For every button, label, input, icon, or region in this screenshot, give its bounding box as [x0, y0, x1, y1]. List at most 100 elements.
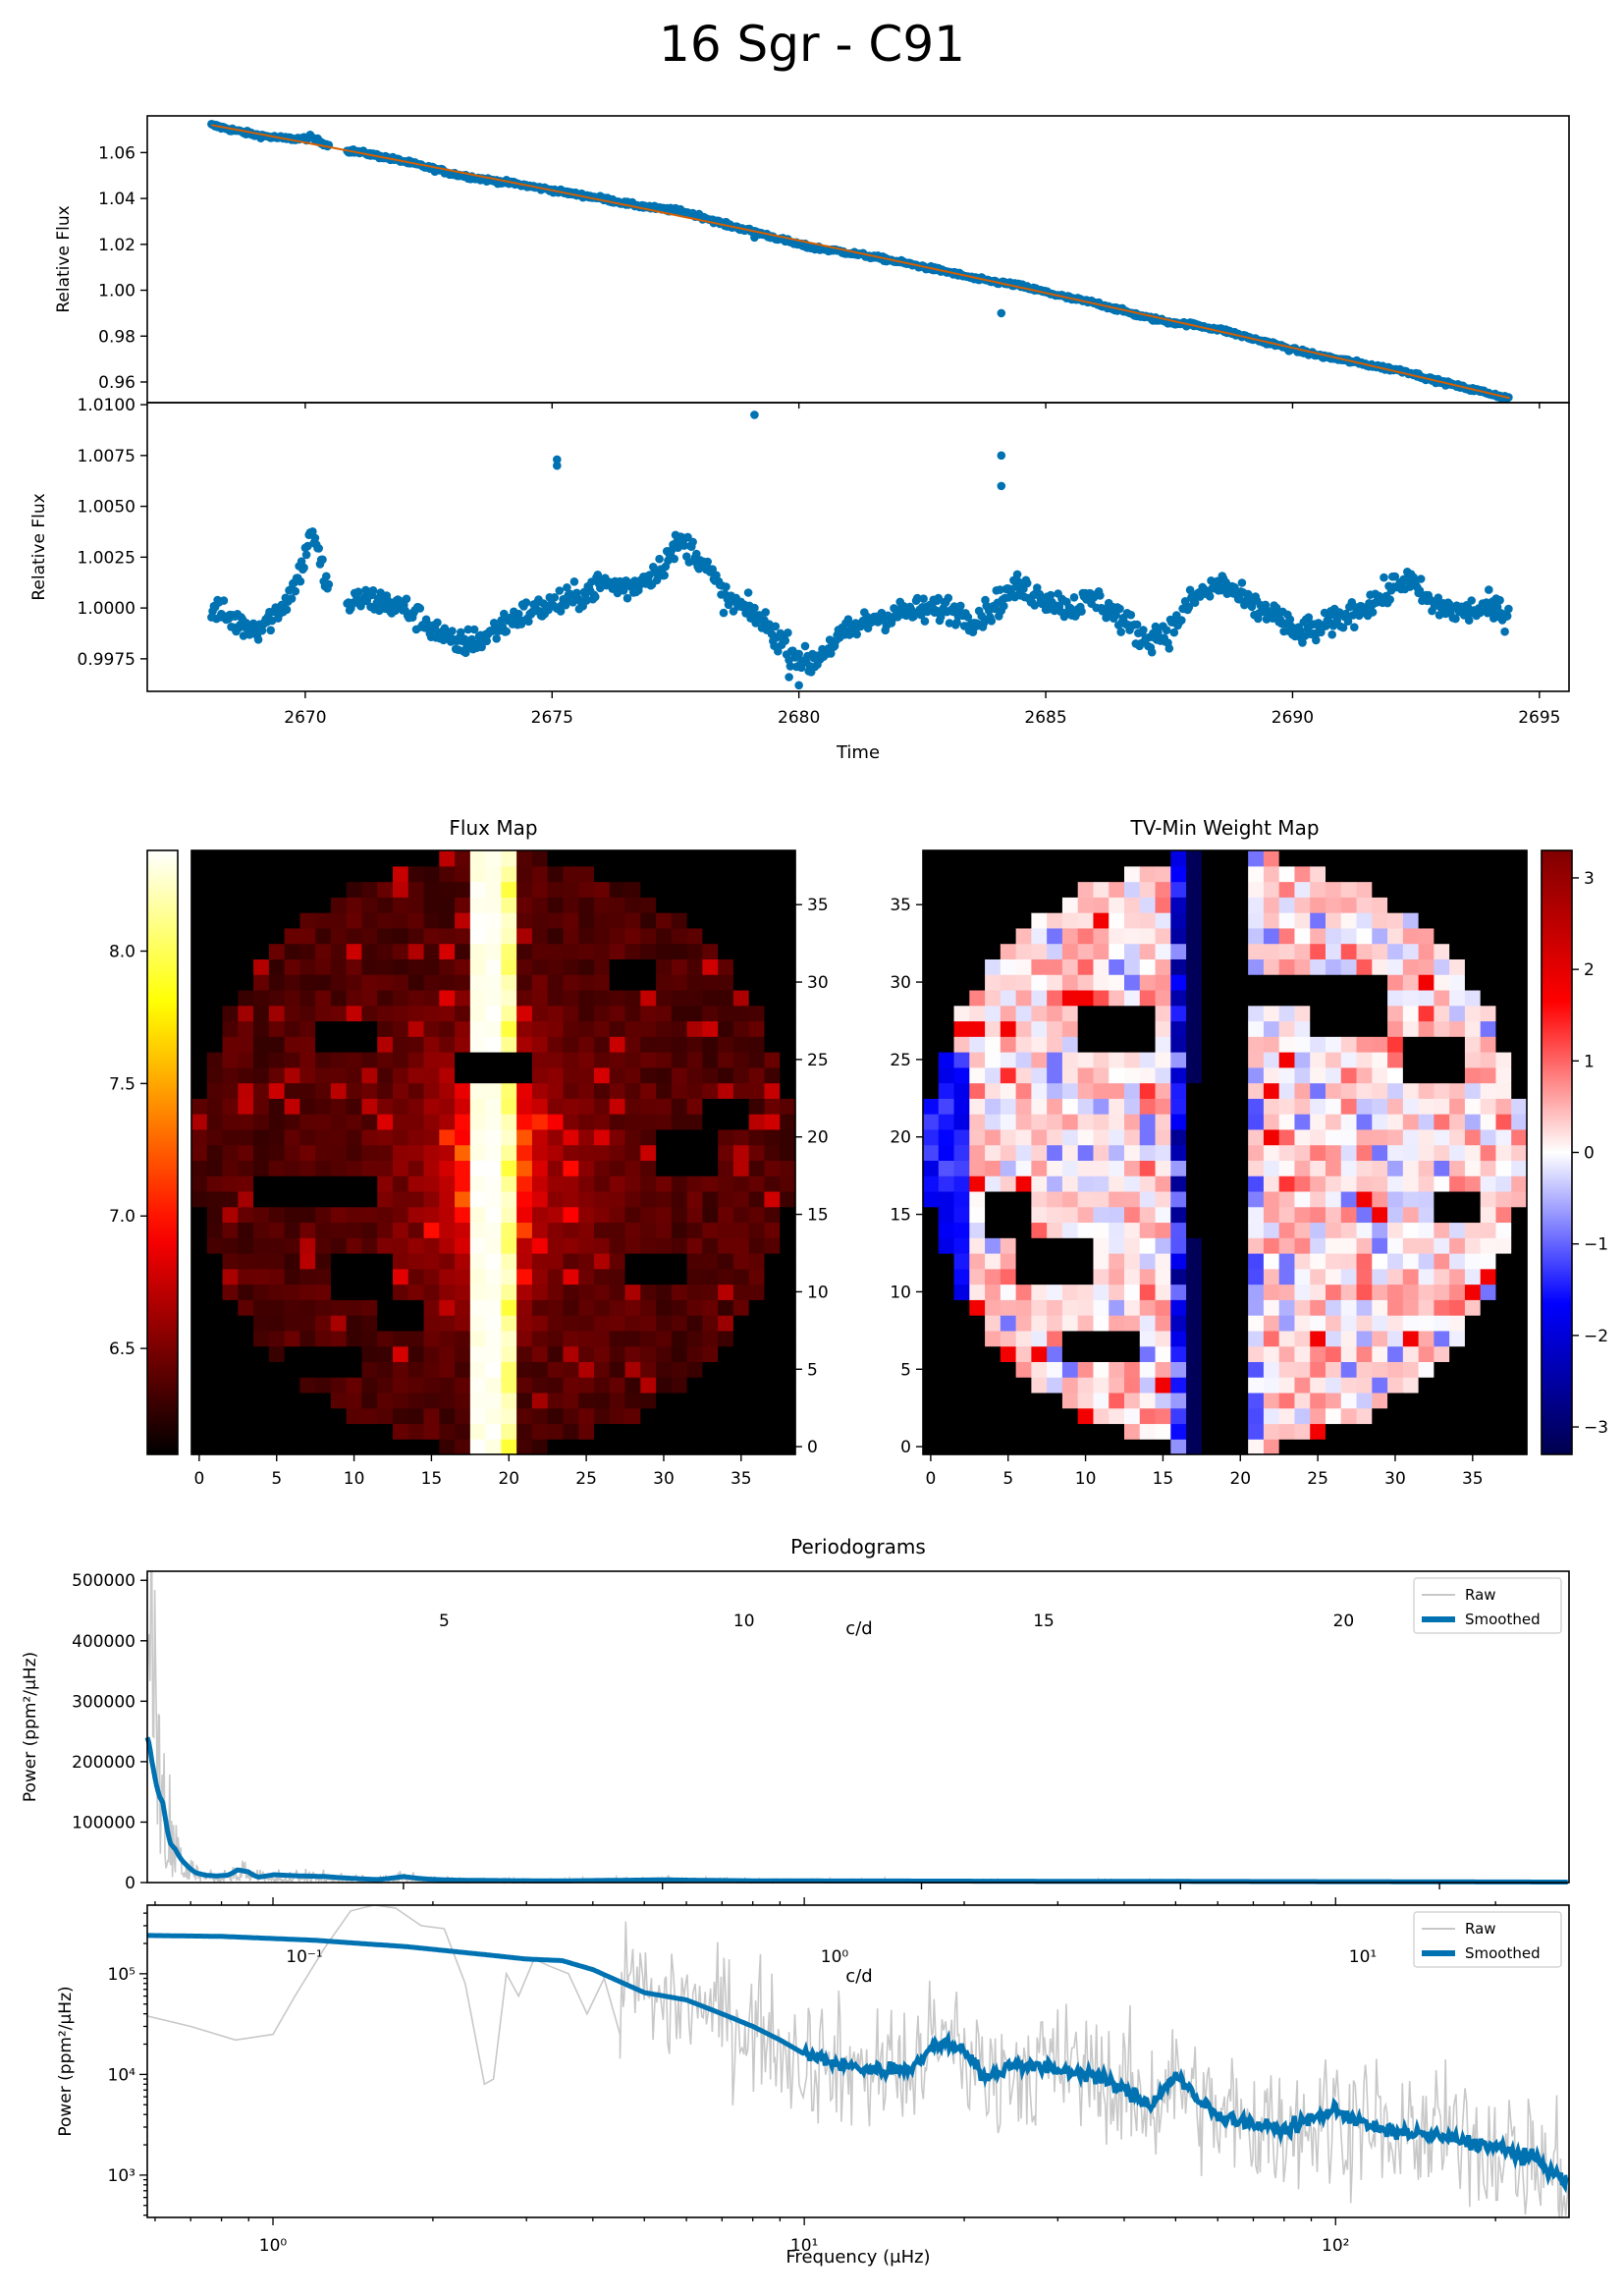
weight-xtick-label: 30	[1384, 1469, 1406, 1489]
pg-linear-ytick-label: 0	[125, 1874, 135, 1893]
flux-colorbar-tick-label: 6.5	[109, 1339, 135, 1359]
pg-log-ylabel: Power (ppm²/μHz)	[56, 1986, 76, 2136]
raw-flux-outlier-1	[750, 233, 759, 243]
flux-ytick-label: 0	[807, 1438, 818, 1457]
raw-ytick-label: 1.04	[98, 190, 135, 209]
detrended-xtick-label: 2675	[531, 708, 573, 728]
weight-ytick-label: 25	[890, 1051, 911, 1070]
flux-colorbar	[146, 849, 179, 1455]
flux-ytick-label: 15	[807, 1206, 829, 1226]
detrended-ytick-label: 1.0025	[78, 548, 135, 568]
flux-ytick-label: 25	[807, 1051, 829, 1070]
pg-log-xtick-label: 10¹	[790, 2236, 818, 2256]
log-periodogram-panel: 10⁰ 10¹ 10² 10³ 10⁴ 10⁵ 10⁻¹ 10⁰ 10¹ c/d Frequency…	[56, 1897, 1570, 2268]
detrended-outlier-3	[997, 451, 1006, 461]
weight-colorbar-tick-label: 3	[1584, 869, 1595, 889]
pg-log-legend-smoothed-label: Smoothed	[1465, 1944, 1541, 1962]
detrended-light-curve-panel: 0.9975 1.0000 1.0025 1.0050 1.0075 1.0100 2670…	[29, 396, 1570, 763]
pg-log-cd-tick-label: 10⁰	[821, 1947, 849, 1967]
pg-linear-cd-tick-label: 10	[733, 1612, 755, 1631]
weight-xtick-label: 10	[1075, 1469, 1097, 1489]
detrended-ytick-label: 1.0050	[78, 498, 135, 518]
weight-xtick-label: 5	[1002, 1469, 1013, 1489]
flux-ytick-label: 10	[807, 1283, 829, 1302]
detrended-ytick-label: 0.9975	[78, 650, 135, 670]
weight-ytick-label: 30	[890, 973, 911, 993]
weight-ytick-label: 35	[890, 896, 911, 915]
weight-ytick-label: 15	[890, 1206, 911, 1226]
raw-ytick-label: 1.00	[98, 282, 135, 301]
flux-colorbar-tick-label: 8.0	[109, 943, 135, 962]
flux-map-panel: Flux Map 0 5 10 15 20 25 30 35 0 5 10 15 20 25 30 35 6.5 7…	[109, 816, 829, 1489]
flux-xtick-label: 30	[653, 1469, 675, 1489]
pg-linear-frame	[146, 1570, 1570, 1884]
pg-log-cd-label: c/d	[845, 1966, 872, 1987]
pg-linear-legend-raw-label: Raw	[1465, 1586, 1496, 1604]
flux-xtick-label: 0	[193, 1469, 204, 1489]
pg-log-ytick-label: 10³	[108, 2166, 135, 2186]
flux-colorbar-tick-label: 7.5	[109, 1074, 135, 1094]
flux-xtick-label: 35	[731, 1469, 752, 1489]
pg-linear-ytick-label: 200000	[72, 1753, 135, 1773]
weight-xtick-label: 20	[1229, 1469, 1251, 1489]
weight-colorbar-tick-label: −3	[1584, 1418, 1608, 1438]
figure-title: 16 Sgr - C91	[659, 16, 965, 73]
flux-map-title: Flux Map	[449, 816, 537, 840]
detrended-xtick-label: 2690	[1272, 708, 1314, 728]
weight-xtick-label: 25	[1307, 1469, 1328, 1489]
pg-log-smoothed-line	[147, 1933, 1569, 2194]
weight-xtick-label: 35	[1462, 1469, 1484, 1489]
detrended-xtick-label: 2670	[284, 708, 326, 728]
pg-log-ytick-label: 10⁵	[108, 1965, 135, 1985]
trend-line	[211, 124, 1510, 400]
detrended-outlier-5	[794, 681, 803, 690]
raw-ytick-label: 1.02	[98, 236, 135, 255]
flux-map-frame	[190, 849, 796, 1455]
weight-colorbar-tick-label: 2	[1584, 960, 1595, 980]
weight-ytick-label: 0	[900, 1438, 911, 1457]
pg-log-xlabel: Frequency (μHz)	[785, 2247, 930, 2268]
weight-ytick-label: 20	[890, 1128, 911, 1148]
weight-map-cells	[923, 850, 1528, 1455]
flux-ytick-label: 5	[807, 1360, 818, 1380]
weight-ytick-label: 10	[890, 1283, 911, 1302]
raw-ylabel: Relative Flux	[54, 205, 74, 312]
pg-log-ytick-label: 10⁴	[108, 2065, 136, 2085]
detrended-ylabel: Relative Flux	[29, 493, 49, 600]
flux-map-cells	[191, 850, 796, 1455]
pg-linear-ytick-label: 400000	[72, 1632, 135, 1652]
flux-xtick-label: 10	[344, 1469, 365, 1489]
flux-colorbar-tick-label: 7.0	[109, 1207, 135, 1227]
weight-colorbar-tick-label: 0	[1584, 1144, 1595, 1164]
detrended-xtick-label: 2680	[778, 708, 820, 728]
detrended-outlier-4	[997, 481, 1006, 491]
weight-map-frame	[922, 849, 1528, 1455]
detrended-xtick-label: 2695	[1518, 708, 1560, 728]
pg-linear-cd-tick-label: 15	[1033, 1612, 1055, 1631]
weight-colorbar-tick-label: −1	[1584, 1235, 1608, 1255]
pg-linear-smoothed-line	[144, 1736, 1568, 1885]
detrended-flux-points	[207, 527, 1513, 677]
pg-title: Periodograms	[790, 1535, 926, 1558]
pg-linear-legend-smoothed-label: Smoothed	[1465, 1611, 1541, 1628]
flux-xtick-label: 5	[271, 1469, 282, 1489]
flux-xtick-label: 25	[575, 1469, 597, 1489]
flux-ytick-label: 20	[807, 1128, 829, 1148]
pg-linear-ytick-label: 100000	[72, 1813, 135, 1832]
detrended-frame	[146, 402, 1570, 692]
pg-log-xtick-label: 10⁰	[259, 2236, 288, 2256]
pg-linear-ytick-label: 500000	[72, 1571, 135, 1591]
pg-linear-cd-label: c/d	[845, 1618, 872, 1639]
raw-flux-outlier-2	[997, 308, 1006, 318]
pg-log-plot-area	[147, 1905, 1569, 2217]
pg-log-cd-tick-label: 10¹	[1349, 1947, 1377, 1967]
raw-ytick-label: 1.06	[98, 143, 135, 163]
pg-linear-ytick-label: 300000	[72, 1692, 135, 1712]
pg-linear-ylabel: Power (ppm²/μHz)	[21, 1652, 40, 1802]
detrended-ytick-label: 1.0100	[78, 396, 135, 415]
pg-linear-cd-tick-label: 20	[1333, 1612, 1355, 1631]
pg-log-cd-tick-label: 10⁻¹	[286, 1947, 322, 1967]
detrended-ytick-label: 1.0075	[78, 447, 135, 466]
